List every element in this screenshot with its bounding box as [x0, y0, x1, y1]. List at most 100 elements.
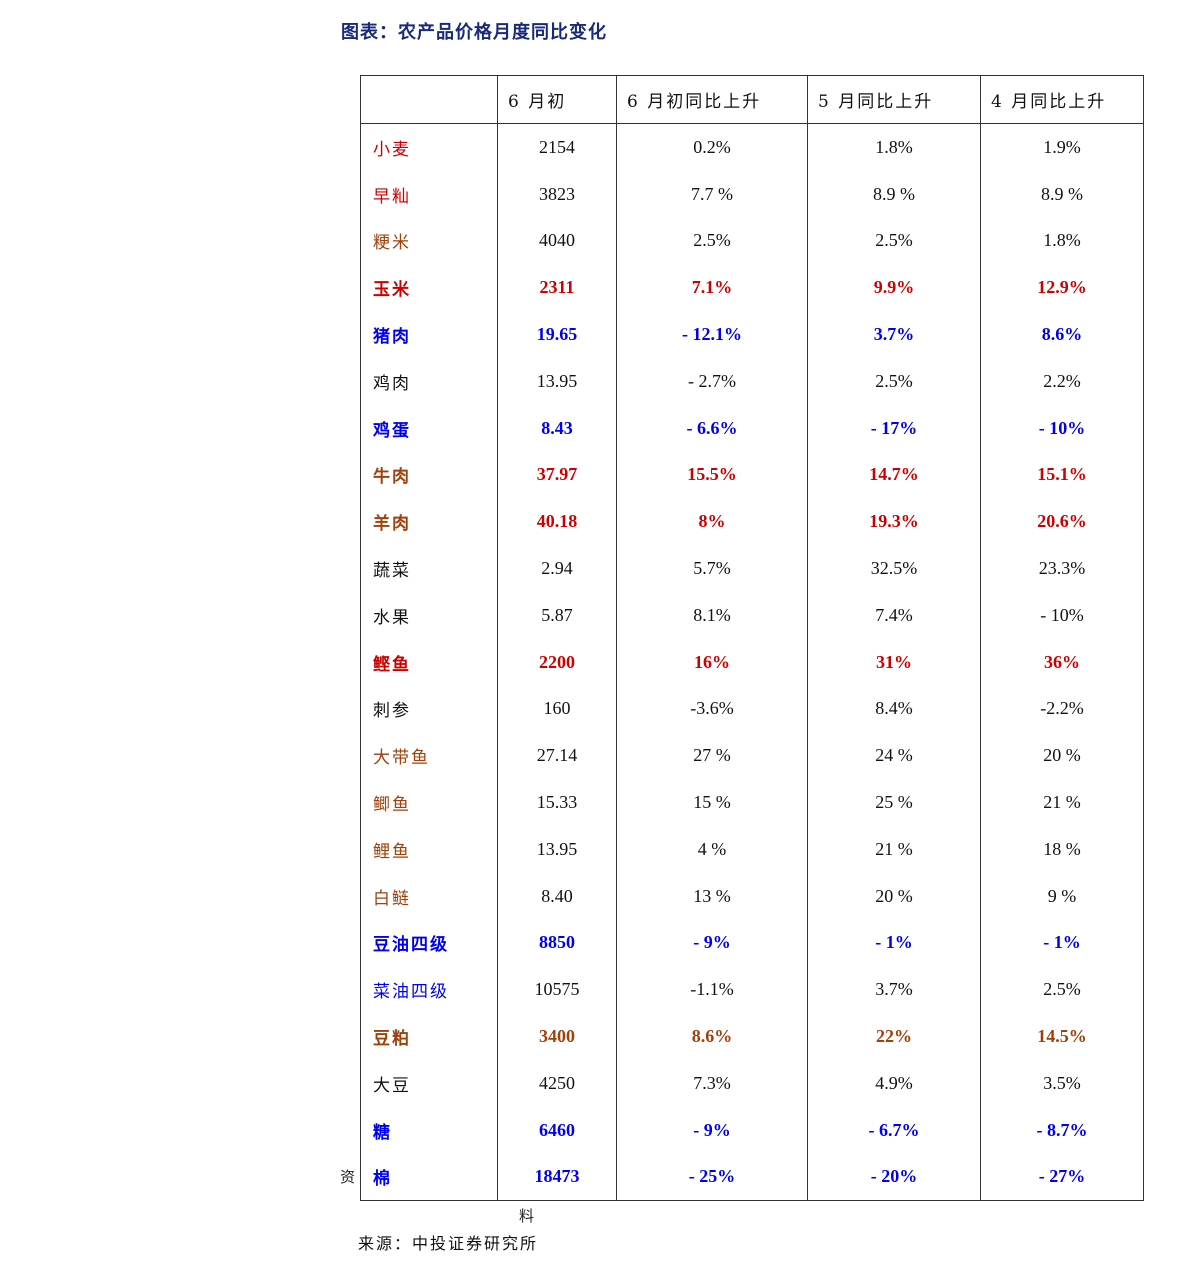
change-cell: 9 % [980, 872, 1144, 920]
change-cell: 15 % [616, 779, 808, 826]
item-name: 粳米 [360, 217, 498, 265]
price-cell: 15.33 [497, 779, 617, 826]
item-name: 牛肉 [360, 451, 498, 499]
table-row: 鸡肉 13.95- 2.7% 2.5% 2.2% [360, 357, 1144, 405]
price-cell: 27.14 [497, 732, 617, 780]
change-cell: 8.1% [616, 591, 808, 639]
change-cell: 15.5% [616, 451, 808, 499]
change-cell: - 8.7% [980, 1106, 1144, 1154]
item-name: 水果 [360, 591, 498, 639]
change-cell: - 25% [616, 1153, 808, 1201]
stray-char: 料 [519, 1207, 535, 1225]
change-cell: - 12.1% [616, 311, 808, 358]
item-name: 菜油四级 [360, 966, 498, 1014]
change-cell: 20 % [980, 732, 1144, 780]
change-cell: 3.7% [807, 966, 981, 1014]
header-cell: 6 月初 [497, 75, 617, 124]
change-cell: - 1% [980, 919, 1144, 967]
table-row: 小麦 2154 0.2% 1.8% 1.9% [360, 123, 1144, 171]
table-row: 鲣鱼 2200 16% 31% 36% [360, 638, 1144, 686]
price-cell: 19.65 [497, 311, 617, 358]
change-cell: - 6.6% [616, 404, 808, 452]
change-cell: 23.3% [980, 545, 1144, 592]
change-cell: 32.5% [807, 545, 981, 592]
source-note: 来源：中投证券研究所 [358, 1234, 539, 1253]
table-row: 鲫鱼 15.33 15 % 25 % 21 % [360, 779, 1144, 826]
change-cell: 20.6% [980, 498, 1144, 546]
change-cell: 25 % [807, 779, 981, 826]
item-name: 玉米 [360, 264, 498, 312]
item-name: 早籼 [360, 170, 498, 218]
item-name: 白鲢 [360, 872, 498, 920]
price-cell: 2311 [497, 264, 617, 312]
change-cell: 8% [616, 498, 808, 546]
figure-title: 图表：农产品价格月度同比变化 [341, 22, 607, 43]
item-name: 大带鱼 [360, 732, 498, 780]
price-cell: 4040 [497, 217, 617, 265]
change-cell: 2.5% [807, 217, 981, 265]
item-name: 鸡蛋 [360, 404, 498, 452]
table-row: 蔬菜 2.94 5.7% 32.5% 23.3% [360, 545, 1144, 592]
table-row: 牛肉 37.97 15.5% 14.7% 15.1% [360, 451, 1144, 499]
change-cell: 3.5% [980, 1059, 1144, 1107]
change-cell: 18 % [980, 825, 1144, 873]
change-cell: 24 % [807, 732, 981, 780]
change-cell: 8.4% [807, 685, 981, 733]
header-cell: 6 月初同比上升 [616, 75, 808, 124]
table-row: 大带鱼 27.14 27 % 24 % 20 % [360, 732, 1144, 780]
table-row: 刺参 160 -3.6% 8.4% -2.2% [360, 685, 1144, 733]
price-table: 6 月初 6 月初同比上升 5 月同比上升 4 月同比上升 小麦 2154 0.2%… [360, 75, 1144, 1202]
price-cell: 3400 [497, 1013, 617, 1060]
item-name: 蔬菜 [360, 545, 498, 592]
table-row: 羊肉 40.18 8% 19.3% 20.6% [360, 498, 1144, 546]
change-cell: 3.7% [807, 311, 981, 358]
stray-char: 资 [340, 1168, 356, 1186]
table-row: 鸡蛋 8.43- 6.6% - 17% - 10% [360, 404, 1144, 452]
change-cell: 7.7 % [616, 170, 808, 218]
change-cell: 0.2% [616, 123, 808, 171]
price-cell: 3823 [497, 170, 617, 218]
change-cell: 8.6% [616, 1013, 808, 1060]
change-cell: - 10% [980, 591, 1144, 639]
change-cell: 21 % [980, 779, 1144, 826]
change-cell: 31% [807, 638, 981, 686]
change-cell: 16% [616, 638, 808, 686]
item-name: 豆油四级 [360, 919, 498, 967]
table-row: 豆粕 3400 8.6% 22% 14.5% [360, 1013, 1144, 1060]
item-name: 羊肉 [360, 498, 498, 546]
table-row: 菜油四级 10575 -1.1% 3.7% 2.5% [360, 966, 1144, 1014]
price-cell: 5.87 [497, 591, 617, 639]
item-name: 豆粕 [360, 1013, 498, 1060]
change-cell: 7.4% [807, 591, 981, 639]
item-name: 棉 [360, 1153, 498, 1201]
change-cell: 7.3% [616, 1059, 808, 1107]
change-cell: 15.1% [980, 451, 1144, 499]
table-row: 水果 5.87 8.1% 7.4% - 10% [360, 591, 1144, 639]
change-cell: - 20% [807, 1153, 981, 1201]
change-cell: 21 % [807, 825, 981, 873]
change-cell: 20 % [807, 872, 981, 920]
change-cell: 8.9 % [807, 170, 981, 218]
change-cell: - 17% [807, 404, 981, 452]
item-name: 鸡肉 [360, 357, 498, 405]
change-cell: - 9% [616, 1106, 808, 1154]
change-cell: 12.9% [980, 264, 1144, 312]
price-cell: 4250 [497, 1059, 617, 1107]
change-cell: -1.1% [616, 966, 808, 1014]
change-cell: - 1% [807, 919, 981, 967]
change-cell: 1.9% [980, 123, 1144, 171]
change-cell: -3.6% [616, 685, 808, 733]
change-cell: 2.2% [980, 357, 1144, 405]
price-cell: 13.95 [497, 357, 617, 405]
header-cell [360, 75, 498, 124]
price-cell: 6460 [497, 1106, 617, 1154]
change-cell: 2.5% [980, 966, 1144, 1014]
table-row: 鲤鱼 13.95 4 % 21 % 18 % [360, 825, 1144, 873]
price-cell: 40.18 [497, 498, 617, 546]
table-row: 豆油四级 8850- 9% - 1% - 1% [360, 919, 1144, 967]
change-cell: 8.6% [980, 311, 1144, 358]
price-cell: 2200 [497, 638, 617, 686]
table-row: 粳米 4040 2.5% 2.5% 1.8% [360, 217, 1144, 265]
item-name: 鲫鱼 [360, 779, 498, 826]
change-cell: 2.5% [616, 217, 808, 265]
